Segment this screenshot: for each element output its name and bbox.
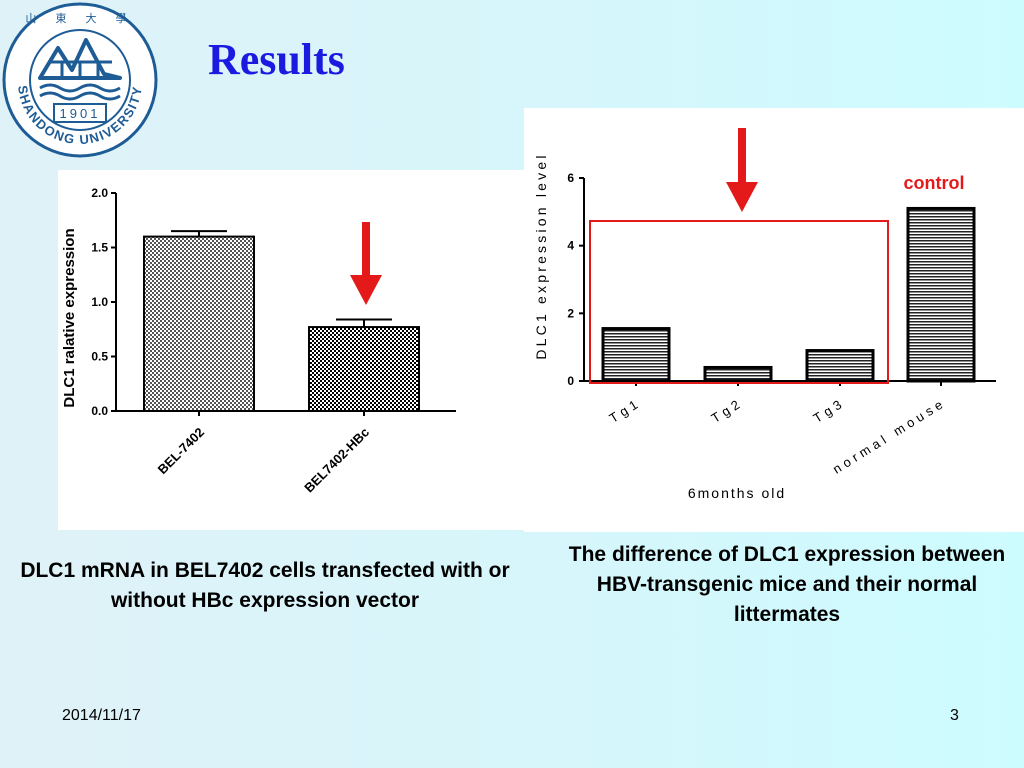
dlc1-mrna-bar-chart: 0.0 0.5 1.0 1.5 2.0 BEL-7402 BEL7402-HBc DLC1 …	[61, 186, 456, 496]
slide-title: Results	[208, 35, 345, 84]
logo-top-glyphs: 山 東 大 學	[25, 11, 134, 25]
right-bar	[601, 327, 671, 383]
right-y-axis-label: DLC1 expression level	[533, 152, 549, 359]
transgenic-highlight-box	[589, 220, 889, 384]
logo-year: 1901	[60, 106, 101, 121]
page-number: 3	[950, 707, 959, 724]
left-x-tick-label: BEL-7402	[155, 425, 208, 478]
left-y-tick-label: 1.0	[91, 295, 108, 309]
right-x-tick-label: normal mouse	[830, 395, 949, 477]
left-y-tick-label: 1.5	[91, 241, 108, 255]
right-x-tick-label: Tg3	[810, 395, 847, 426]
left-y-tick-label: 0.0	[91, 404, 108, 418]
footer-date: 2014/11/17	[62, 707, 141, 724]
right-x-tick-label: Tg1	[606, 395, 643, 426]
left-bar	[308, 326, 420, 413]
left-y-tick-label: 2.0	[91, 186, 108, 200]
right-y-tick-label: 4	[567, 239, 574, 253]
left-down-arrow	[350, 222, 382, 305]
right-down-arrow	[726, 128, 758, 212]
control-label: control	[904, 173, 965, 193]
right-chart-panel: 0 2 4 6 Tg1 Tg2 Tg3 normal mouse DLC1 expressio…	[524, 108, 1024, 532]
left-bar	[143, 235, 255, 412]
left-chart-panel: 0.0 0.5 1.0 1.5 2.0 BEL-7402 BEL7402-HBc DLC1 …	[58, 170, 538, 530]
right-bar	[805, 349, 875, 383]
right-bar	[703, 365, 773, 383]
left-x-tick-label: BEL7402-HBc	[301, 425, 372, 496]
right-y-tick-label: 2	[567, 306, 574, 320]
university-logo: 山 東 大 學 SHANDONG UNIVERSITY 1901	[0, 0, 160, 160]
right-caption: The difference of DLC1 expression betwee…	[568, 543, 1006, 626]
right-y-tick-label: 6	[567, 171, 574, 185]
left-y-tick-label: 0.5	[91, 350, 108, 364]
left-caption: DLC1 mRNA in BEL7402 cells transfected w…	[20, 559, 510, 612]
left-y-axis-label: DLC1 ralative expression	[61, 228, 78, 407]
right-x-axis-label: 6months old	[688, 485, 786, 501]
right-x-tick-label: Tg2	[708, 395, 745, 426]
right-bar	[906, 206, 976, 383]
right-y-tick-label: 0	[567, 374, 574, 388]
